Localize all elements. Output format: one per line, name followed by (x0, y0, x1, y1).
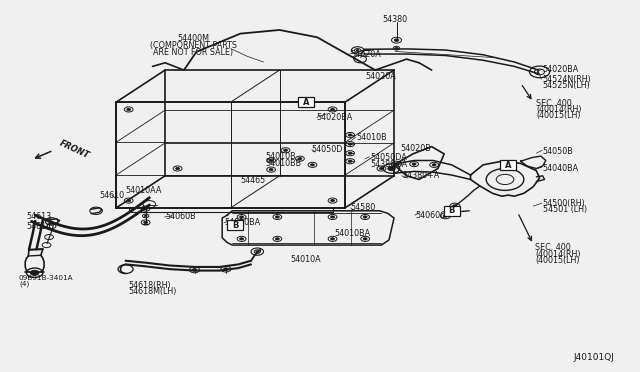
Circle shape (310, 164, 314, 166)
Circle shape (380, 167, 383, 170)
Circle shape (275, 238, 279, 240)
Text: A: A (505, 161, 511, 170)
Text: (4): (4) (19, 280, 29, 287)
Text: 54020B: 54020B (400, 144, 431, 153)
Circle shape (223, 268, 228, 270)
Circle shape (331, 108, 335, 110)
Text: 54400M: 54400M (177, 34, 209, 43)
Text: 54010A: 54010A (291, 255, 321, 264)
Circle shape (298, 157, 302, 160)
Circle shape (239, 216, 244, 218)
Circle shape (443, 215, 448, 217)
Circle shape (331, 199, 335, 202)
Circle shape (143, 208, 148, 210)
Text: 54525N(LH): 54525N(LH) (542, 81, 590, 90)
Circle shape (127, 199, 131, 202)
Text: (40014(RH): (40014(RH) (536, 105, 582, 114)
Text: 54060B: 54060B (165, 212, 196, 221)
Text: 54610: 54610 (99, 190, 124, 200)
FancyBboxPatch shape (298, 97, 314, 107)
Circle shape (256, 251, 259, 253)
Circle shape (269, 169, 273, 171)
Text: 54380: 54380 (383, 15, 408, 23)
Text: 54010BA: 54010BA (335, 229, 371, 238)
Text: 09B91B-3401A: 09B91B-3401A (19, 275, 74, 281)
Circle shape (127, 108, 131, 110)
Text: 54010B: 54010B (356, 133, 387, 142)
FancyBboxPatch shape (444, 206, 460, 215)
Text: 54501 (LH): 54501 (LH) (543, 205, 587, 214)
Text: J40101QJ: J40101QJ (574, 353, 615, 362)
Text: 54010BA: 54010BA (225, 218, 260, 227)
Text: 54040BA: 54040BA (543, 164, 579, 173)
Circle shape (412, 163, 416, 165)
Circle shape (363, 238, 367, 240)
Text: 54010AA: 54010AA (125, 186, 161, 195)
Text: 54010BB: 54010BB (266, 159, 301, 168)
Circle shape (275, 216, 279, 218)
Text: FRONT: FRONT (58, 139, 91, 160)
Text: 54524N(RH): 54524N(RH) (542, 75, 591, 84)
Text: 54010B: 54010B (266, 152, 296, 161)
Text: (40015(LH): (40015(LH) (535, 256, 580, 265)
Text: 54060C: 54060C (415, 211, 446, 220)
Text: (40014(RH): (40014(RH) (535, 250, 580, 259)
Text: 54020A: 54020A (365, 72, 396, 81)
Text: 54050DA: 54050DA (370, 153, 407, 162)
Text: 54380+A: 54380+A (370, 160, 408, 169)
Text: (COMPORNENT PARTS: (COMPORNENT PARTS (150, 41, 237, 50)
Circle shape (331, 216, 335, 218)
Text: 54613: 54613 (26, 212, 52, 221)
Circle shape (144, 215, 147, 217)
Circle shape (175, 167, 180, 170)
Circle shape (348, 160, 352, 162)
Circle shape (452, 205, 457, 207)
Circle shape (143, 221, 148, 224)
Circle shape (239, 238, 244, 240)
Circle shape (356, 49, 359, 51)
Text: 54500(RH): 54500(RH) (543, 199, 586, 208)
Text: SEC. 400: SEC. 400 (536, 99, 572, 108)
FancyBboxPatch shape (500, 160, 516, 170)
Text: 54618M(LH): 54618M(LH) (129, 287, 177, 296)
Text: B: B (449, 206, 455, 215)
Circle shape (269, 159, 273, 161)
Circle shape (363, 216, 367, 218)
Text: 54020BA: 54020BA (542, 65, 579, 74)
Circle shape (388, 166, 396, 171)
Circle shape (30, 270, 39, 275)
FancyBboxPatch shape (227, 220, 243, 230)
Text: A: A (303, 98, 310, 107)
Text: 54465: 54465 (241, 176, 266, 185)
Text: 54020A: 54020A (350, 49, 381, 58)
Text: 54618(RH): 54618(RH) (129, 280, 172, 290)
Text: 54020BA: 54020BA (317, 113, 353, 122)
Text: 54614: 54614 (26, 222, 52, 231)
Circle shape (348, 143, 352, 145)
Circle shape (284, 149, 287, 151)
Circle shape (192, 269, 197, 271)
Circle shape (348, 152, 352, 154)
Text: (40015(LH): (40015(LH) (536, 111, 581, 120)
Text: 54580: 54580 (351, 203, 376, 212)
Circle shape (394, 39, 399, 42)
Text: 54050D: 54050D (312, 145, 343, 154)
Text: 54380+A: 54380+A (403, 171, 440, 180)
Text: ARE NOT FOR SALE): ARE NOT FOR SALE) (153, 48, 234, 57)
Circle shape (394, 163, 399, 166)
Text: 54050B: 54050B (543, 147, 573, 156)
Text: B: B (232, 221, 239, 230)
Text: SEC. 400: SEC. 400 (535, 244, 571, 253)
Circle shape (432, 164, 436, 166)
Circle shape (395, 47, 398, 49)
Circle shape (348, 134, 352, 136)
Circle shape (331, 238, 335, 240)
